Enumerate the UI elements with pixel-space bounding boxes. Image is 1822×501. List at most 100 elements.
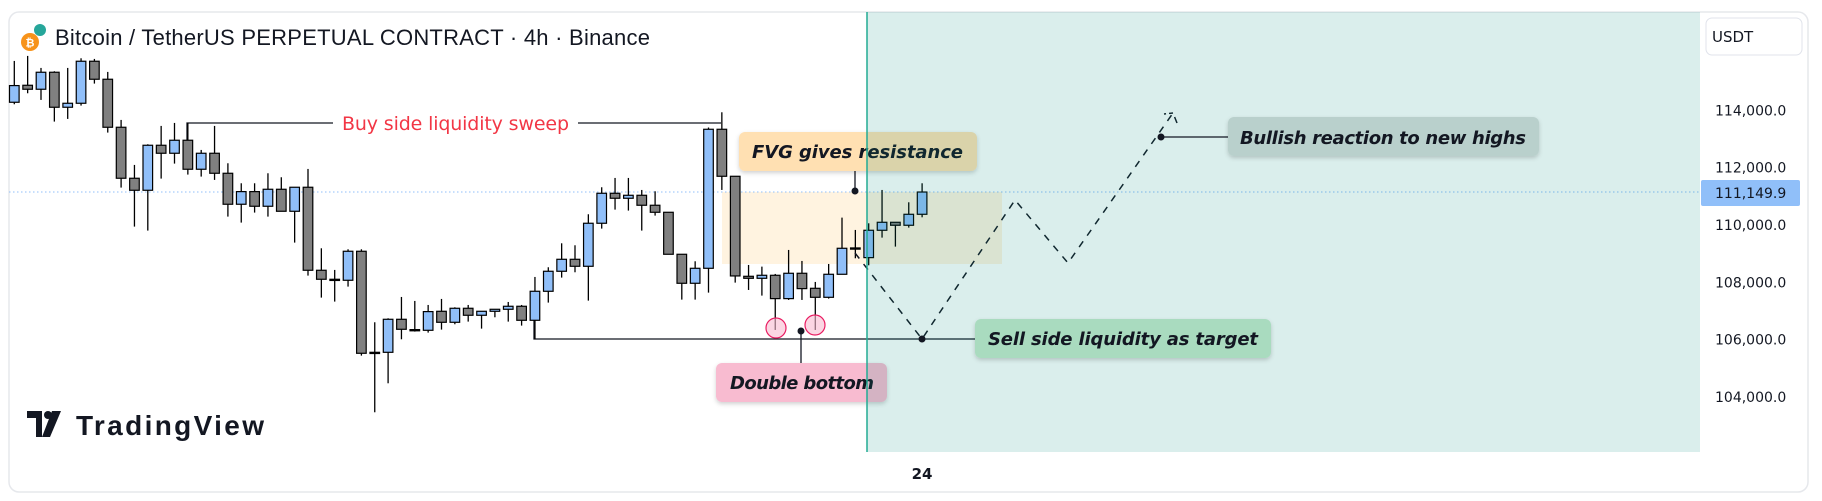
sell-side-dot bbox=[918, 335, 926, 343]
candle bbox=[102, 71, 114, 133]
candle-body-up bbox=[703, 128, 714, 269]
candle-body-up bbox=[409, 329, 421, 332]
candle bbox=[409, 300, 421, 332]
candle bbox=[235, 183, 247, 223]
candle-body-down bbox=[663, 211, 674, 255]
double-bottom-label-box bbox=[716, 363, 887, 402]
candle-body-up bbox=[235, 191, 247, 205]
candle bbox=[542, 267, 554, 303]
candle-body-up bbox=[169, 139, 180, 154]
candle-body-up bbox=[289, 186, 301, 212]
candle-body-up bbox=[836, 247, 848, 275]
candle bbox=[516, 304, 527, 326]
candle bbox=[262, 173, 274, 217]
candle bbox=[209, 125, 220, 180]
candle-body-up bbox=[556, 258, 568, 272]
candle-body-up bbox=[863, 229, 875, 259]
currency-button[interactable]: USDT bbox=[1705, 17, 1803, 56]
candle bbox=[329, 269, 341, 302]
candle-body-down bbox=[716, 128, 728, 177]
candle-body-down bbox=[649, 204, 661, 213]
candle-body-up bbox=[449, 307, 461, 323]
candle-body-down bbox=[155, 144, 167, 154]
sell-side-level-line bbox=[533, 320, 975, 340]
candle-body-down bbox=[129, 177, 140, 191]
candle-body-up bbox=[849, 247, 861, 250]
projection-path bbox=[854, 111, 1178, 341]
price-axis[interactable]: 114,000.0 112,000.0 110,000.0 108,000.0 106,… bbox=[1715, 103, 1786, 406]
candle bbox=[369, 322, 381, 413]
candle bbox=[169, 122, 180, 164]
candle-body-down bbox=[115, 126, 127, 179]
candle-body-up bbox=[903, 213, 915, 226]
candle bbox=[649, 191, 661, 216]
candle-body-down bbox=[182, 139, 194, 170]
candle bbox=[476, 310, 487, 329]
candle-body-down bbox=[22, 84, 34, 90]
candle bbox=[449, 307, 461, 325]
candle bbox=[356, 249, 367, 356]
candle-body-up bbox=[542, 270, 554, 292]
candle-body-down bbox=[315, 269, 327, 280]
candle-body-up bbox=[342, 250, 354, 281]
candle-body-up bbox=[262, 188, 274, 207]
chart-title: Bitcoin / TetherUS PERPETUAL CONTRACT · … bbox=[55, 25, 650, 50]
logo-text: TradingView bbox=[76, 410, 264, 441]
bullish-label-box bbox=[1228, 117, 1539, 156]
double-bottom-callout-dot bbox=[797, 327, 805, 335]
candles bbox=[8, 55, 928, 413]
candle bbox=[916, 183, 928, 218]
candle-body-down bbox=[48, 71, 60, 108]
candle bbox=[703, 127, 714, 293]
candle bbox=[289, 186, 301, 243]
candle bbox=[436, 298, 447, 330]
candle bbox=[462, 304, 474, 322]
candle bbox=[636, 189, 648, 231]
candle-body-down bbox=[302, 186, 314, 271]
candle bbox=[302, 168, 314, 276]
candle-body-down bbox=[88, 60, 100, 80]
candle bbox=[569, 245, 581, 273]
candle-body-up bbox=[502, 305, 514, 310]
candle bbox=[689, 261, 701, 300]
candle-body-up bbox=[476, 310, 487, 316]
candle-body-down bbox=[769, 274, 781, 300]
candle-body-up bbox=[382, 318, 394, 353]
candle-body-down bbox=[743, 275, 754, 279]
candle-body-up bbox=[422, 311, 434, 331]
candle-body-down bbox=[222, 172, 234, 205]
candle-body-up bbox=[823, 273, 835, 298]
candle-body-down bbox=[809, 287, 821, 298]
candle bbox=[422, 304, 434, 333]
candle-body-up bbox=[582, 222, 594, 267]
candle bbox=[115, 119, 127, 188]
price-tick-label: 110,000.0 bbox=[1715, 218, 1786, 234]
double-bottom-circle-2 bbox=[804, 314, 826, 336]
candle bbox=[903, 202, 915, 228]
candle-body-down bbox=[729, 175, 741, 277]
candle bbox=[142, 144, 154, 231]
candle bbox=[222, 163, 234, 217]
candle bbox=[609, 177, 621, 210]
price-tick-label: 104,000.0 bbox=[1715, 390, 1786, 406]
tradingview-logo: TradingView bbox=[27, 410, 264, 441]
candle bbox=[743, 264, 754, 290]
projection-path-tip bbox=[1163, 112, 1174, 115]
candle bbox=[315, 248, 327, 298]
candle bbox=[556, 243, 568, 278]
fvg-zone bbox=[722, 192, 1002, 264]
candle bbox=[756, 266, 768, 296]
candle bbox=[489, 308, 501, 318]
candle bbox=[195, 149, 207, 177]
candle bbox=[836, 217, 848, 275]
candle-body-down bbox=[889, 221, 901, 226]
buy-side-label: Buy side liquidity sweep bbox=[342, 113, 569, 135]
candle-body-up bbox=[529, 290, 541, 321]
candle bbox=[129, 164, 140, 227]
candle-body-up bbox=[916, 191, 928, 215]
candle-body-down bbox=[569, 258, 581, 267]
candle-body-down bbox=[356, 250, 367, 354]
candle bbox=[529, 276, 541, 340]
candle bbox=[823, 263, 835, 299]
